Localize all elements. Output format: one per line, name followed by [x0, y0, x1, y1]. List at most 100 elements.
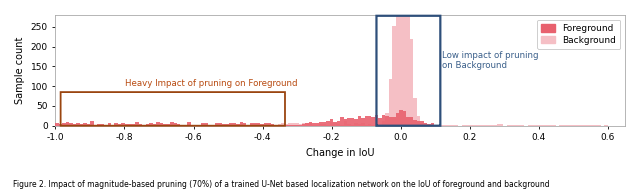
Bar — [371, 124, 375, 126]
Bar — [434, 125, 438, 126]
Bar — [295, 124, 298, 126]
Y-axis label: Sample count: Sample count — [15, 37, 25, 104]
Bar — [292, 125, 295, 126]
Bar — [139, 124, 142, 126]
Bar — [361, 118, 365, 126]
Bar — [309, 123, 312, 126]
Bar — [538, 125, 541, 126]
Bar — [281, 123, 285, 126]
Bar — [302, 123, 305, 126]
Bar — [570, 124, 573, 126]
Bar — [573, 124, 577, 126]
Bar — [319, 124, 323, 126]
Bar — [333, 122, 337, 126]
Bar — [305, 123, 309, 126]
Bar — [312, 125, 316, 126]
Bar — [73, 124, 76, 126]
Bar — [135, 122, 139, 126]
Bar — [250, 123, 253, 126]
Bar — [69, 123, 73, 126]
Bar — [486, 125, 490, 126]
Bar — [319, 122, 323, 126]
Bar — [295, 123, 298, 126]
Bar — [399, 110, 403, 126]
Bar — [455, 125, 458, 126]
Bar — [219, 123, 222, 126]
Bar — [97, 124, 100, 126]
Text: Low impact of pruning
on Background: Low impact of pruning on Background — [442, 51, 538, 70]
Bar — [337, 121, 340, 126]
Bar — [316, 125, 319, 126]
Bar — [431, 123, 434, 126]
Bar — [333, 123, 337, 126]
Bar — [497, 124, 500, 126]
Bar — [577, 125, 580, 126]
Bar — [389, 117, 392, 126]
Bar — [403, 0, 406, 126]
Bar — [375, 115, 378, 126]
Bar — [604, 125, 607, 126]
Bar — [86, 124, 90, 126]
Bar — [278, 125, 281, 126]
Bar — [243, 123, 246, 126]
Bar — [326, 121, 330, 126]
Bar — [514, 125, 517, 126]
Bar — [566, 125, 570, 126]
Bar — [347, 118, 351, 126]
Bar — [177, 124, 180, 126]
Bar — [340, 117, 344, 126]
Bar — [253, 123, 257, 126]
Text: Heavy Impact of pruning on Foreground: Heavy Impact of pruning on Foreground — [125, 79, 297, 88]
Bar — [580, 125, 583, 126]
Bar — [302, 124, 305, 126]
Bar — [83, 123, 86, 126]
Bar — [226, 124, 229, 126]
Bar — [309, 122, 312, 126]
Bar — [424, 124, 427, 126]
Bar — [479, 125, 483, 126]
Bar — [590, 125, 594, 126]
Bar — [142, 125, 146, 126]
Bar — [417, 116, 420, 126]
Bar — [382, 116, 385, 126]
Bar — [166, 124, 170, 126]
Bar — [90, 121, 93, 126]
Bar — [507, 125, 510, 126]
Bar — [184, 125, 188, 126]
Bar — [417, 121, 420, 126]
Bar — [396, 0, 399, 126]
Bar — [371, 117, 375, 126]
Bar — [323, 122, 326, 126]
Bar — [125, 124, 129, 126]
Bar — [399, 0, 403, 126]
Bar — [268, 123, 271, 126]
Bar — [298, 124, 302, 126]
Bar — [281, 125, 285, 126]
Bar — [312, 123, 316, 126]
Bar — [483, 125, 486, 126]
Bar — [316, 123, 319, 126]
Bar — [413, 98, 417, 126]
Bar — [389, 79, 392, 126]
Bar — [444, 124, 448, 126]
Bar — [260, 124, 264, 126]
Bar — [378, 118, 382, 126]
Bar — [431, 125, 434, 126]
Bar — [358, 116, 361, 126]
Bar — [330, 122, 333, 126]
Bar — [382, 121, 385, 126]
Bar — [448, 124, 451, 126]
Bar — [76, 123, 80, 126]
Bar — [378, 125, 382, 126]
Bar — [441, 124, 444, 126]
Bar — [202, 123, 205, 126]
Bar — [354, 123, 358, 126]
Bar — [156, 122, 159, 126]
Bar — [337, 124, 340, 126]
Bar — [288, 123, 292, 126]
Bar — [340, 125, 344, 126]
Bar — [163, 124, 166, 126]
Bar — [413, 120, 417, 126]
Bar — [198, 124, 202, 126]
Bar — [410, 39, 413, 126]
